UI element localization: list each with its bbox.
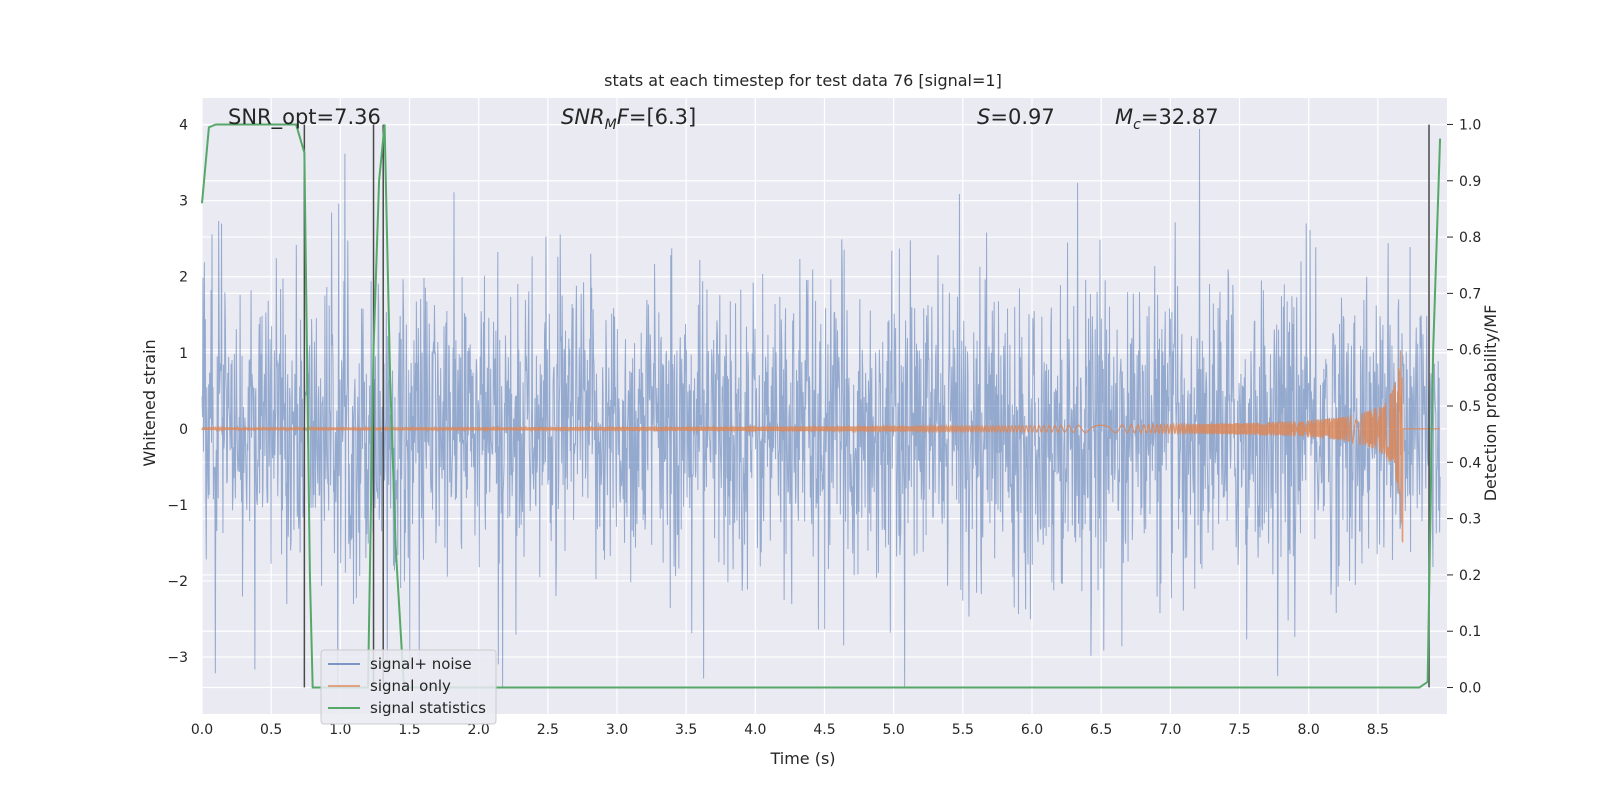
annotation-s: S=0.97 xyxy=(977,105,1055,129)
noise-line xyxy=(201,128,1441,688)
y-axis-label: Whitened strain xyxy=(140,339,159,466)
y2-tick-label: 0.6 xyxy=(1459,343,1481,359)
x-tick-label: 4.0 xyxy=(744,722,766,738)
x-tick-label: 7.5 xyxy=(1228,722,1250,738)
x-tick-label: 2.5 xyxy=(537,722,559,738)
annotation-mc-value: 32.87 xyxy=(1158,105,1218,129)
x-tick-label: 7.0 xyxy=(1159,722,1181,738)
annotation-snr-mf: SNRMF=[6.3] xyxy=(561,105,696,133)
annotation-snr-mf-value: [6.3] xyxy=(646,105,696,129)
y2-tick-label: 0.5 xyxy=(1459,399,1481,415)
annotation-snr-opt: SNR_opt=7.36 xyxy=(228,105,381,130)
y-tick-label: 1 xyxy=(179,346,188,362)
x-tick-label: 0.5 xyxy=(260,722,282,738)
series-signal-plus-noise xyxy=(201,128,1441,688)
x-tick-label: 6.0 xyxy=(1021,722,1043,738)
legend-label-stats: signal statistics xyxy=(370,699,486,717)
legend-label-signal: signal only xyxy=(370,677,451,695)
y2-tick-label: 1.0 xyxy=(1459,117,1481,133)
x-tick-label: 5.5 xyxy=(952,722,974,738)
annotation-mc: Mc=32.87 xyxy=(1115,105,1219,133)
y2-tick-label: 0.1 xyxy=(1459,624,1481,640)
y-tick-label: −2 xyxy=(167,574,188,590)
x-tick-label: 5.0 xyxy=(883,722,905,738)
stats-line xyxy=(201,123,1442,689)
y2-tick-label: 0.0 xyxy=(1459,681,1481,697)
x-tick-label: 1.0 xyxy=(329,722,351,738)
x-tick-label: 3.0 xyxy=(606,722,628,738)
y-tick-label: −1 xyxy=(167,498,188,514)
y-tick-label: −3 xyxy=(167,650,188,666)
legend-item-signal: signal only xyxy=(328,677,451,695)
x-tick-label: 1.5 xyxy=(398,722,420,738)
y2-tick-label: 0.4 xyxy=(1459,455,1481,471)
x-tick-label: 3.5 xyxy=(675,722,697,738)
x-tick-label: 0.0 xyxy=(191,722,213,738)
y-tick-label: 0 xyxy=(179,422,188,438)
y2-tick-label: 0.3 xyxy=(1459,512,1481,528)
y2-axis-label: Detection probability/MF xyxy=(1481,305,1500,502)
legend: signal+ noise signal only signal statist… xyxy=(320,649,497,725)
chart-title: stats at each timestep for test data 76 … xyxy=(604,71,1002,90)
series-signal-only xyxy=(201,350,1441,543)
legend-item-noise: signal+ noise xyxy=(328,655,472,673)
series-signal-statistics xyxy=(201,123,1442,689)
x-tick-label: 8.0 xyxy=(1298,722,1320,738)
x-tick-label: 8.5 xyxy=(1367,722,1389,738)
legend-item-stats: signal statistics xyxy=(328,699,486,717)
x-tick-label: 6.5 xyxy=(1090,722,1112,738)
x-tick-label: 4.5 xyxy=(813,722,835,738)
y-tick-label: 4 xyxy=(179,118,188,134)
y2-tick-label: 0.2 xyxy=(1459,568,1481,584)
legend-label-noise: signal+ noise xyxy=(370,655,472,673)
signal-line xyxy=(201,350,1441,543)
y-tick-label: 3 xyxy=(179,194,188,210)
x-tick-label: 2.0 xyxy=(468,722,490,738)
x-axis-label: Time (s) xyxy=(769,749,835,768)
y-tick-label: 2 xyxy=(179,270,188,286)
y2-tick-label: 0.9 xyxy=(1459,174,1481,190)
axes: 0.0 0.5 1.0 1.5 2.0 2.5 3.0 3.5 4.0 4.5 5.0 5.5 6.0 6… xyxy=(167,117,1481,738)
y2-tick-label: 0.7 xyxy=(1459,286,1481,302)
grid xyxy=(201,98,1447,714)
annotation-s-value: 0.97 xyxy=(1008,105,1055,129)
y2-tick-label: 0.8 xyxy=(1459,230,1481,246)
